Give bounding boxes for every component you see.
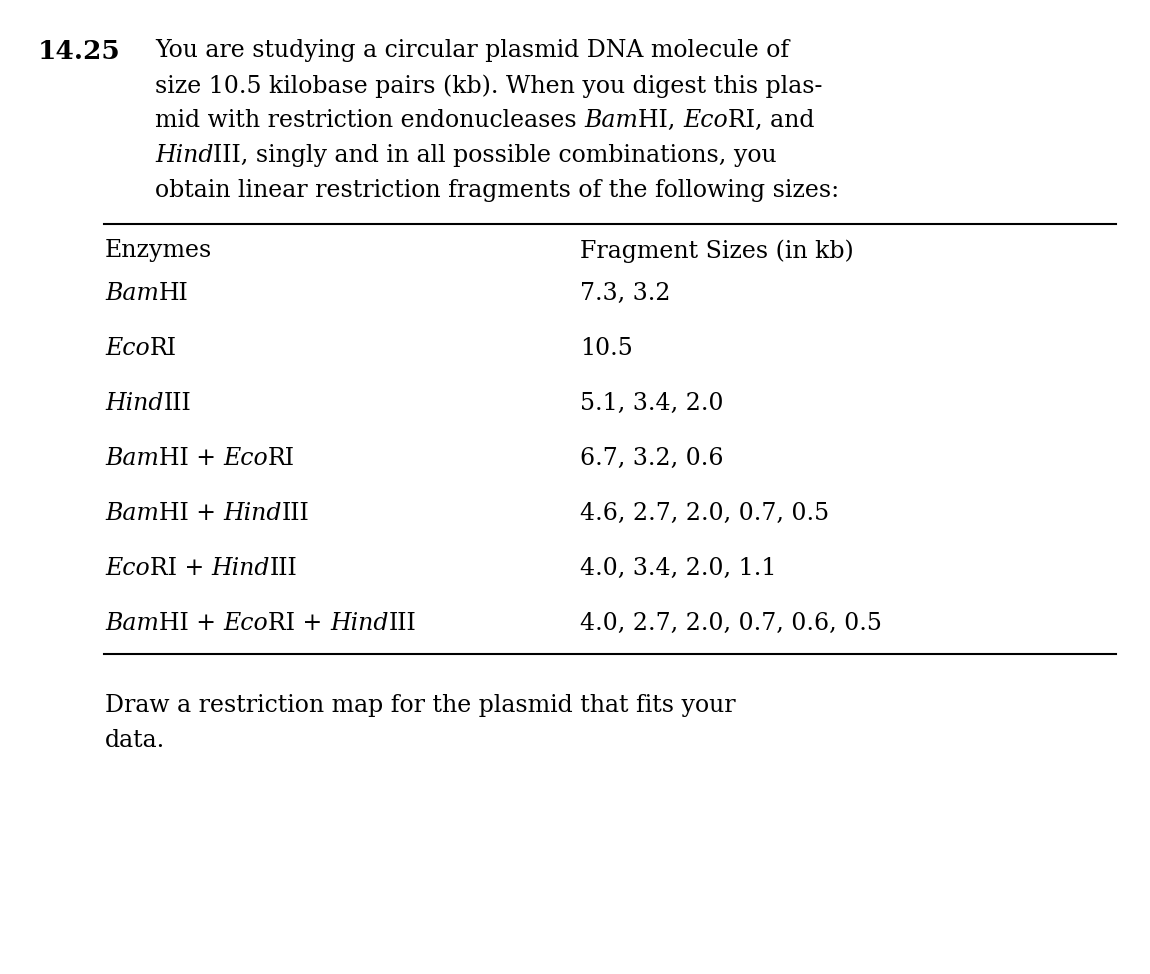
Text: size 10.5 kilobase pairs (kb). When you digest this plas-: size 10.5 kilobase pairs (kb). When you … — [155, 74, 822, 97]
Text: HI,: HI, — [638, 109, 683, 132]
Text: HI +: HI + — [159, 612, 223, 635]
Text: Bam: Bam — [105, 447, 159, 470]
Text: III: III — [270, 557, 298, 580]
Text: 7.3, 3.2: 7.3, 3.2 — [580, 282, 670, 305]
Text: 14.25: 14.25 — [38, 39, 121, 64]
Text: Hind: Hind — [155, 144, 214, 167]
Text: 10.5: 10.5 — [580, 337, 633, 360]
Text: HI: HI — [159, 282, 189, 305]
Text: Eco: Eco — [223, 612, 268, 635]
Text: RI +: RI + — [268, 612, 330, 635]
Text: Bam: Bam — [105, 282, 159, 305]
Text: Bam: Bam — [105, 612, 159, 635]
Text: 4.0, 3.4, 2.0, 1.1: 4.0, 3.4, 2.0, 1.1 — [580, 557, 776, 580]
Text: Eco: Eco — [105, 337, 150, 360]
Text: III: III — [163, 392, 191, 415]
Text: obtain linear restriction fragments of the following sizes:: obtain linear restriction fragments of t… — [155, 179, 840, 202]
Text: Eco: Eco — [105, 557, 150, 580]
Text: 4.0, 2.7, 2.0, 0.7, 0.6, 0.5: 4.0, 2.7, 2.0, 0.7, 0.6, 0.5 — [580, 612, 882, 635]
Text: Hind: Hind — [105, 392, 163, 415]
Text: Enzymes: Enzymes — [105, 239, 213, 262]
Text: Hind: Hind — [330, 612, 389, 635]
Text: RI, and: RI, and — [728, 109, 814, 132]
Text: Hind: Hind — [212, 557, 270, 580]
Text: HI +: HI + — [159, 447, 223, 470]
Text: 5.1, 3.4, 2.0: 5.1, 3.4, 2.0 — [580, 392, 723, 415]
Text: 4.6, 2.7, 2.0, 0.7, 0.5: 4.6, 2.7, 2.0, 0.7, 0.5 — [580, 502, 829, 525]
Text: RI +: RI + — [150, 557, 212, 580]
Text: RI: RI — [268, 447, 296, 470]
Text: Fragment Sizes (in kb): Fragment Sizes (in kb) — [580, 239, 853, 263]
Text: III: III — [282, 502, 309, 525]
Text: HI +: HI + — [159, 502, 223, 525]
Text: Hind: Hind — [223, 502, 282, 525]
Text: Draw a restriction map for the plasmid that fits your: Draw a restriction map for the plasmid t… — [105, 694, 736, 717]
Text: Bam: Bam — [105, 502, 159, 525]
Text: mid with restriction endonucleases: mid with restriction endonucleases — [155, 109, 584, 132]
Text: III: III — [389, 612, 416, 635]
Text: Eco: Eco — [223, 447, 268, 470]
Text: You are studying a circular plasmid DNA molecule of: You are studying a circular plasmid DNA … — [155, 39, 789, 62]
Text: Bam: Bam — [584, 109, 638, 132]
Text: Eco: Eco — [683, 109, 728, 132]
Text: III, singly and in all possible combinations, you: III, singly and in all possible combinat… — [214, 144, 777, 167]
Text: data.: data. — [105, 729, 166, 752]
Text: 6.7, 3.2, 0.6: 6.7, 3.2, 0.6 — [580, 447, 723, 470]
Text: RI: RI — [150, 337, 177, 360]
